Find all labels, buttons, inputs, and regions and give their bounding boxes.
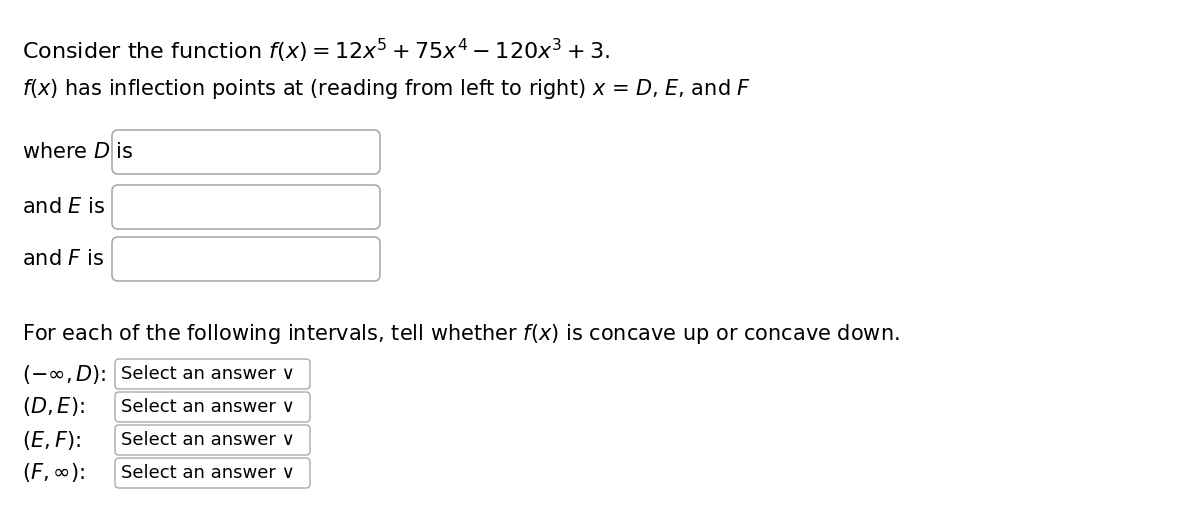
Text: where $D$ is: where $D$ is: [22, 142, 133, 162]
Text: Select an answer ∨: Select an answer ∨: [121, 398, 295, 416]
Text: Select an answer ∨: Select an answer ∨: [121, 464, 295, 482]
FancyBboxPatch shape: [115, 392, 310, 422]
FancyBboxPatch shape: [115, 425, 310, 455]
Text: $(-\infty, D)$:: $(-\infty, D)$:: [22, 363, 107, 385]
Text: $(D, E)$:: $(D, E)$:: [22, 395, 85, 418]
Text: $(E, F)$:: $(E, F)$:: [22, 428, 80, 452]
Text: Consider the function $f(x) = 12x^5 + 75x^4 - 120x^3 + 3$.: Consider the function $f(x) = 12x^5 + 75…: [22, 37, 610, 65]
FancyBboxPatch shape: [115, 359, 310, 389]
Text: Select an answer ∨: Select an answer ∨: [121, 431, 295, 449]
Text: and $F$ is: and $F$ is: [22, 249, 104, 269]
FancyBboxPatch shape: [115, 458, 310, 488]
Text: For each of the following intervals, tell whether $f(x)$ is concave up or concav: For each of the following intervals, tel…: [22, 322, 900, 346]
FancyBboxPatch shape: [112, 237, 380, 281]
Text: Select an answer ∨: Select an answer ∨: [121, 365, 295, 383]
Text: $f(x)$ has inflection points at (reading from left to right) $x$ = $D$, $E$, and: $f(x)$ has inflection points at (reading…: [22, 77, 751, 101]
Text: and $E$ is: and $E$ is: [22, 197, 106, 217]
FancyBboxPatch shape: [112, 185, 380, 229]
Text: $(F, \infty)$:: $(F, \infty)$:: [22, 462, 85, 484]
FancyBboxPatch shape: [112, 130, 380, 174]
